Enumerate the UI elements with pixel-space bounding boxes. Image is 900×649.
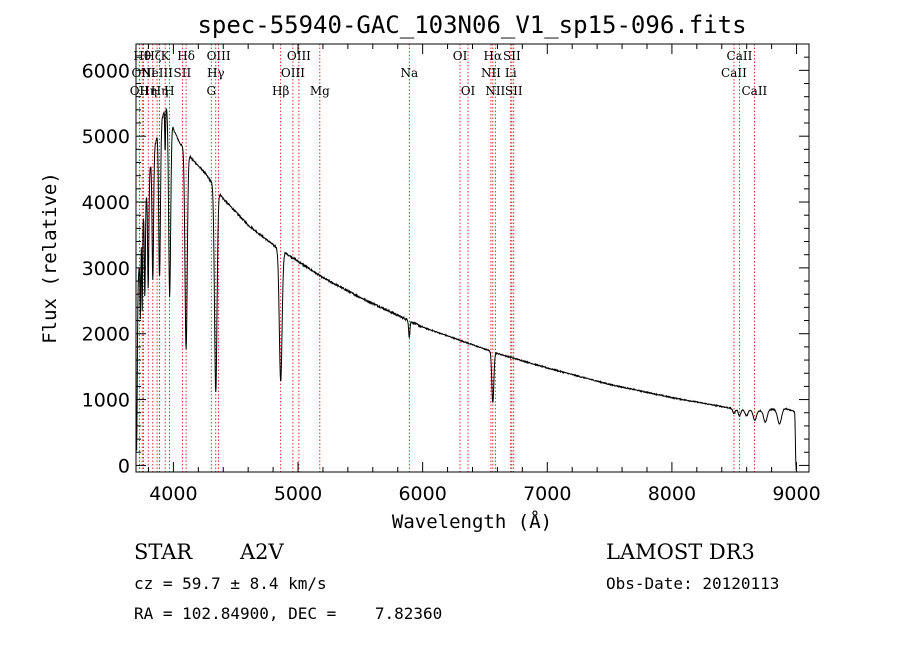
y-tick-label: 2000	[82, 324, 130, 346]
line-marker-label: Hθ	[133, 49, 151, 63]
x-tick-label: 6000	[398, 483, 446, 505]
line-marker-label: Hγ	[207, 66, 225, 80]
line-marker-label: CaII	[727, 49, 753, 63]
object-class: STAR	[134, 540, 193, 564]
x-tick-label: 5000	[274, 483, 322, 505]
line-marker-label: Mg	[310, 84, 330, 98]
line-marker-label: SII	[505, 84, 523, 98]
y-tick-label: 0	[118, 455, 130, 477]
x-tick-label: 7000	[523, 483, 571, 505]
y-tick-label: 1000	[82, 390, 130, 412]
y-tick-label: 5000	[82, 126, 130, 148]
x-tick-label: 8000	[648, 483, 696, 505]
y-tick-label: 3000	[82, 258, 130, 280]
coordinates: RA = 102.84900, DEC = 7.82360	[134, 604, 442, 623]
line-marker-label: Hβ	[272, 84, 289, 98]
line-marker-label: CaII	[721, 66, 747, 80]
line-marker-labels: OIIHθOIIIHηHζNeIIIHηKHSIIHδGHγOIIIHβOIII…	[130, 49, 768, 98]
line-marker-label: NII	[481, 66, 501, 80]
line-marker-label: SII	[174, 66, 192, 80]
chart-title: spec-55940-GAC_103N06_V1_sp15-096.fits	[197, 11, 746, 39]
line-marker-label: OII	[130, 84, 150, 98]
x-tick-label: 9000	[772, 483, 820, 505]
line-marker-label: G	[206, 84, 216, 98]
x-tick-label: 4000	[149, 483, 197, 505]
y-axis-label: Flux (relative)	[39, 172, 61, 344]
x-axis-ticks: 4000 5000 6000 7000 8000 9000	[147, 44, 821, 505]
line-marker-label: H	[164, 84, 174, 98]
line-marker-label: Hα	[484, 49, 503, 63]
line-marker-label: OIII	[287, 49, 311, 63]
line-marker-label: Hη	[139, 84, 157, 98]
y-tick-label: 4000	[82, 192, 130, 214]
line-marker-label: SII	[503, 49, 521, 63]
line-marker-label: OI	[453, 49, 468, 63]
line-marker-label: NeIII	[141, 66, 173, 80]
line-marker-label: Na	[400, 66, 418, 80]
line-marker-label: OIII	[281, 66, 305, 80]
line-marker-label: NII	[485, 84, 505, 98]
observation-date: Obs-Date: 20120113	[606, 574, 779, 593]
line-marker-label: Hη	[151, 84, 169, 98]
line-marker-label: Hδ	[177, 49, 195, 63]
survey-name: LAMOST DR3	[606, 540, 755, 564]
y-tick-label: 6000	[82, 60, 130, 82]
line-marker-label: OIII	[207, 49, 231, 63]
x-axis-label: Wavelength (Å)	[392, 510, 552, 533]
line-marker-label: OIII	[131, 66, 155, 80]
line-marker-label: K	[161, 49, 171, 63]
line-marker-label: Li	[505, 66, 517, 80]
object-subclass: A2V	[239, 540, 285, 564]
plot-frame	[135, 43, 810, 473]
line-marker-label: OI	[461, 84, 476, 98]
spectrum-line	[135, 108, 797, 471]
redshift-value: cz = 59.7 ± 8.4 km/s	[134, 574, 327, 593]
line-marker-label: CaII	[741, 84, 767, 98]
line-marker-label: Hζ	[144, 49, 161, 63]
line-markers	[138, 44, 755, 472]
y-axis-ticks: 0 1000 2000 3000 4000 5000 6000	[82, 56, 809, 477]
